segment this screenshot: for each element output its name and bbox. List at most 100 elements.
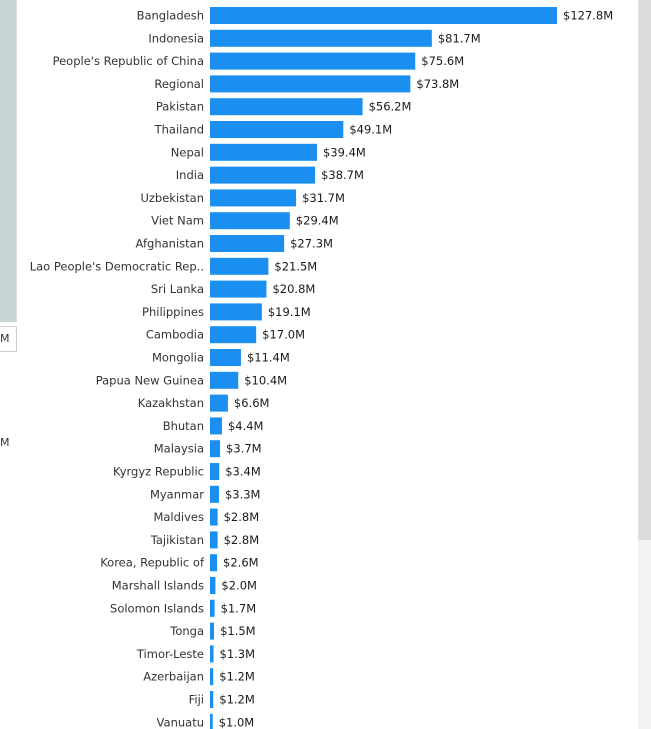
value-label: $81.7M xyxy=(438,31,481,45)
category-label: Lao People's Democratic Rep.. xyxy=(30,259,204,273)
bar[interactable] xyxy=(210,98,363,116)
bar[interactable] xyxy=(210,326,257,344)
value-label: $127.8M xyxy=(563,9,613,23)
value-label: $3.7M xyxy=(226,442,262,456)
category-label: Korea, Republic of xyxy=(100,556,205,570)
category-label: Tonga xyxy=(169,624,204,638)
value-label: $38.7M xyxy=(321,168,364,182)
clipped-left-label: M xyxy=(0,332,10,345)
value-label: $75.6M xyxy=(421,54,464,68)
value-label: $2.0M xyxy=(221,579,257,593)
left-panel-strip xyxy=(0,0,16,322)
value-label: $10.4M xyxy=(244,373,287,387)
category-label: Kyrgyz Republic xyxy=(113,465,204,479)
category-label: Regional xyxy=(154,77,204,91)
value-label: $1.7M xyxy=(221,601,257,615)
clipped-left-box: M xyxy=(0,326,17,352)
value-label: $1.3M xyxy=(220,647,256,661)
category-label: Pakistan xyxy=(156,100,204,114)
value-label: $39.4M xyxy=(323,145,366,159)
bar[interactable] xyxy=(210,394,228,412)
value-label: $2.8M xyxy=(224,510,260,524)
bar[interactable] xyxy=(210,349,241,366)
bar[interactable] xyxy=(210,166,316,184)
category-label: Thailand xyxy=(154,123,204,137)
bar[interactable] xyxy=(210,371,239,389)
bar[interactable] xyxy=(210,554,218,572)
category-label: Afghanistan xyxy=(136,237,204,251)
bar[interactable] xyxy=(210,29,432,47)
category-label: Bangladesh xyxy=(137,9,204,23)
value-label: $56.2M xyxy=(369,100,412,114)
clipped-left-label: M xyxy=(0,436,10,449)
value-label: $31.7M xyxy=(302,191,345,205)
bar[interactable] xyxy=(210,668,214,686)
category-label: Philippines xyxy=(142,305,204,319)
bar[interactable] xyxy=(210,303,262,321)
bar[interactable] xyxy=(210,622,215,640)
value-label: $49.1M xyxy=(349,123,392,137)
value-label: $2.8M xyxy=(224,533,260,547)
value-label: $3.4M xyxy=(225,465,261,479)
category-label: Uzbekistan xyxy=(140,191,204,205)
category-label: Fiji xyxy=(189,693,204,707)
bar[interactable] xyxy=(210,599,215,617)
bar[interactable] xyxy=(210,485,219,503)
bar[interactable] xyxy=(210,713,213,729)
category-label: Azerbaijan xyxy=(143,670,204,684)
value-label: $1.5M xyxy=(220,624,256,638)
left-panel-divider xyxy=(16,0,17,322)
bar[interactable] xyxy=(210,235,285,252)
category-label: Solomon Islands xyxy=(110,601,204,615)
bar[interactable] xyxy=(210,645,214,663)
value-label: $2.6M xyxy=(223,556,259,570)
bar[interactable] xyxy=(210,189,297,207)
category-label: People's Republic of China xyxy=(53,54,204,68)
bar[interactable] xyxy=(210,691,214,708)
bar[interactable] xyxy=(210,212,290,230)
value-label: $1.0M xyxy=(219,715,255,729)
value-label: $29.4M xyxy=(296,214,339,228)
category-label: India xyxy=(176,168,204,182)
bar[interactable] xyxy=(210,280,267,298)
category-label: Myanmar xyxy=(150,487,204,501)
bar[interactable] xyxy=(210,7,557,24)
bar[interactable] xyxy=(210,463,220,480)
value-label: $17.0M xyxy=(262,328,305,342)
category-label: Malaysia xyxy=(154,442,204,456)
category-label: Marshall Islands xyxy=(112,579,204,593)
value-label: $6.6M xyxy=(234,396,270,410)
value-label: $3.3M xyxy=(225,487,261,501)
category-label: Mongolia xyxy=(152,351,204,365)
value-label: $27.3M xyxy=(290,237,333,251)
bar[interactable] xyxy=(210,417,222,435)
value-label: $21.5M xyxy=(274,259,317,273)
category-label: Maldives xyxy=(153,510,204,524)
value-label: $19.1M xyxy=(268,305,311,319)
category-label: Timor-Leste xyxy=(136,647,204,661)
value-label: $11.4M xyxy=(247,351,290,365)
category-label: Kazakhstan xyxy=(138,396,204,410)
value-label: $73.8M xyxy=(416,77,459,91)
category-label: Indonesia xyxy=(148,31,204,45)
category-label: Viet Nam xyxy=(151,214,204,228)
bar[interactable] xyxy=(210,121,344,138)
category-label: Bhutan xyxy=(163,419,204,433)
value-label: $20.8M xyxy=(272,282,315,296)
bar[interactable] xyxy=(210,75,411,93)
category-label: Vanuatu xyxy=(157,715,204,729)
value-label: $4.4M xyxy=(228,419,264,433)
category-label: Sri Lanka xyxy=(151,282,204,296)
bar[interactable] xyxy=(210,257,269,275)
category-label: Nepal xyxy=(171,145,204,159)
bar[interactable] xyxy=(210,52,416,70)
value-label: $1.2M xyxy=(219,670,255,684)
scrollbar-thumb[interactable] xyxy=(638,0,651,540)
bar[interactable] xyxy=(210,440,221,458)
category-label: Cambodia xyxy=(146,328,204,342)
bar[interactable] xyxy=(210,577,216,594)
bar[interactable] xyxy=(210,143,317,161)
bar[interactable] xyxy=(210,508,218,526)
bar[interactable] xyxy=(210,531,218,549)
